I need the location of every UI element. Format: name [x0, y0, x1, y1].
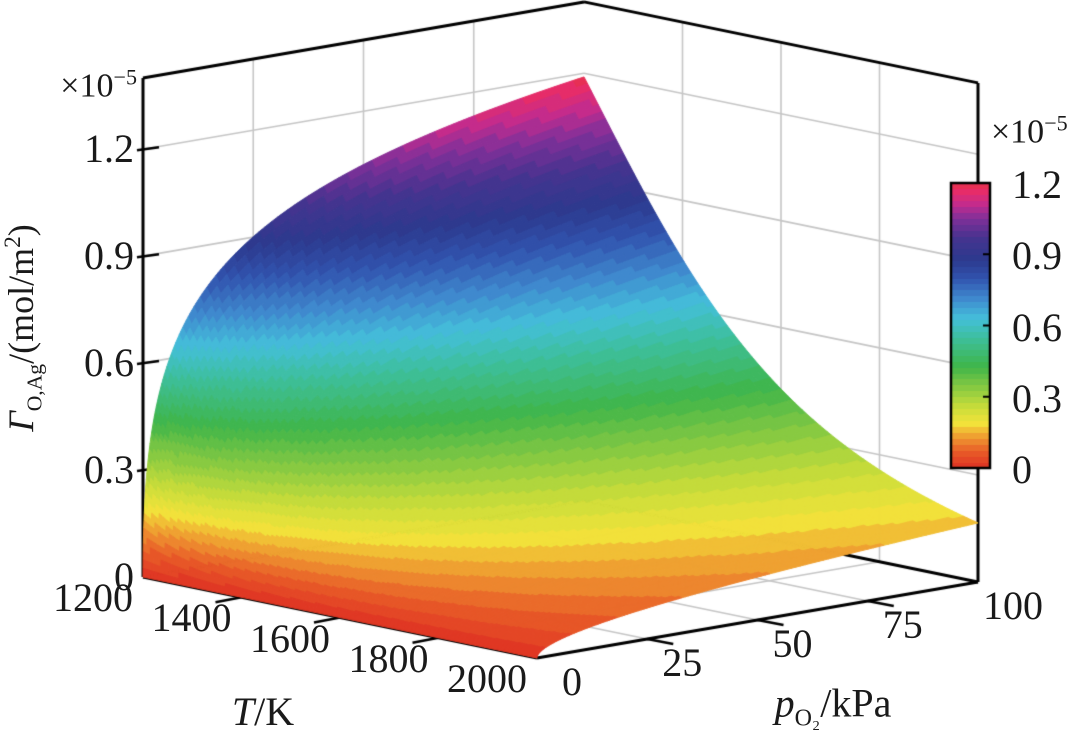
x-axis-tick-label: 1600 — [250, 615, 330, 661]
z-axis-title: ΓO,Ag/(mol/m2) — [0, 224, 47, 432]
y-title-symbol: p — [774, 680, 795, 726]
colorbar-exponent-power: −5 — [1044, 110, 1068, 136]
z-exponent-base: ×10 — [60, 67, 114, 105]
colorbar-tick-label: 0 — [1012, 447, 1032, 492]
y-axis-tick-label: 25 — [662, 640, 703, 685]
z-axis-tick-label: 1.2 — [84, 126, 134, 172]
y-axis-tick-label: 75 — [882, 602, 923, 647]
x-axis-title: T/K — [232, 692, 294, 732]
z-axis-exponent-label: ×10−5 — [60, 66, 137, 103]
y-axis-tick-label: 0 — [562, 659, 582, 704]
y-title-subscript: O₂ — [794, 705, 821, 732]
colorbar-tick-label: 1.2 — [1012, 162, 1062, 207]
x-title-unit: /K — [254, 689, 295, 734]
z-axis-tick-label: 0.9 — [84, 233, 134, 279]
x-axis-tick-label: 1800 — [348, 635, 429, 681]
z-title-unit-sup: 2 — [0, 236, 27, 248]
z-title-unit-close: ) — [1, 224, 42, 237]
x-axis-tick-label: 1200 — [53, 575, 133, 620]
y-axis-tick-label: 100 — [983, 583, 1043, 628]
colorbar-exponent-label: ×10−5 — [991, 112, 1068, 149]
y-title-unit: /kPa — [820, 680, 892, 726]
colorbar-tick-label: 0.6 — [1012, 304, 1062, 350]
z-title-symbol: Γ — [1, 411, 42, 432]
z-title-subscript: O,Ag — [22, 363, 47, 412]
z-exponent-power: −5 — [113, 64, 137, 90]
x-axis-tick-label: 2000 — [447, 656, 527, 701]
z-axis-tick-label: 0.3 — [84, 447, 134, 493]
colorbar-tick-label: 0.9 — [1012, 233, 1062, 279]
z-axis-tick-label: 0.6 — [84, 340, 134, 386]
y-axis-title: pO₂/kPa — [774, 680, 892, 732]
x-title-symbol: T — [231, 689, 255, 734]
x-axis-tick-label: 1400 — [151, 595, 232, 641]
colorbar-tick-label: 0.3 — [1012, 375, 1062, 421]
z-axis-tick-label: 0 — [114, 554, 134, 599]
z-title-unit-open: /(mol/m — [1, 247, 42, 364]
colorbar-exponent-base: ×10 — [991, 113, 1045, 151]
y-axis-tick-label: 50 — [772, 621, 813, 666]
